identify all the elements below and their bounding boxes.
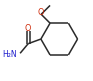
Text: O: O [38,8,44,17]
Text: O: O [25,24,31,33]
Text: H₂N: H₂N [3,50,17,59]
